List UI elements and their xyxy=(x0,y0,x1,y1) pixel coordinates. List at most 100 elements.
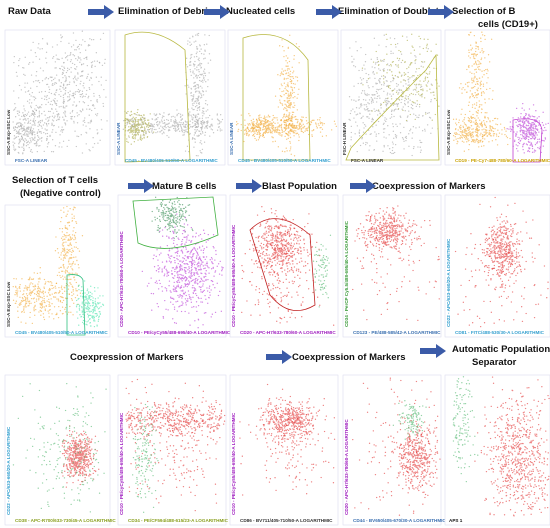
gate xyxy=(345,53,440,161)
event-cloud xyxy=(452,113,511,152)
title-line: (Negative control) xyxy=(20,188,101,199)
step-title: Selection of B cells (CD19+) xyxy=(452,6,538,30)
y-axis-label: CD22 - APC/633-660/20-A LOGARITHMIC xyxy=(446,238,451,327)
title-line: Selection of B xyxy=(452,6,515,17)
x-axis-label: CD45 - BV480/405-510/50-A LOGARITHMIC xyxy=(125,158,218,163)
x-axis-label: APS 1 xyxy=(449,518,463,523)
x-axis-label: CD19 - PE-Cy7-488-780/60-A LOGARITHMIC xyxy=(455,158,550,163)
gate xyxy=(132,196,219,249)
event-cloud xyxy=(75,280,105,328)
plot-frame xyxy=(342,374,442,526)
plot-frame xyxy=(444,374,550,526)
cytometry-plot: SSC-A Exp-SSC Low CD19 - PE-Cy7-488-780/6… xyxy=(444,29,550,166)
x-axis-label: CD45 - BV480/405-510/50-A LOGARITHMIC xyxy=(15,330,108,335)
y-axis-label: CD10 - PE/cyCy55/488-695/40-A LOGARITHMI… xyxy=(231,224,236,327)
event-cloud xyxy=(474,376,550,517)
event-cloud xyxy=(125,378,222,512)
gate xyxy=(66,274,86,336)
arrow xyxy=(204,5,230,19)
arrow xyxy=(350,179,376,193)
step-title: Raw Data xyxy=(8,6,51,17)
event-cloud xyxy=(390,414,441,496)
event-cloud xyxy=(392,400,427,444)
plot-frame xyxy=(342,194,442,338)
arrow xyxy=(128,179,154,193)
event-cloud xyxy=(125,397,226,442)
x-axis-label: CD38 - APC-R700/633-730/45-A LOGARITHMIC xyxy=(15,518,116,523)
y-axis-label: CD34 - PerCP Cy5.5/488-695/40-A LOGARITH… xyxy=(344,220,349,327)
step-title: Elimination of Debris xyxy=(118,6,213,17)
y-axis-label: CD10 - PE/cyCy55/488-695/40-A LOGARITHMI… xyxy=(231,412,236,515)
x-axis-label: CD10 - PE/cyCy55/488-695/40-A LOGARITHMI… xyxy=(128,330,231,335)
y-axis-label: FSC-H LINEAR xyxy=(342,122,347,155)
y-axis-label: SSC-A LINEAR xyxy=(116,122,121,155)
step-title: Selection of T cells (Negative control) xyxy=(12,175,101,199)
event-cloud xyxy=(13,36,108,155)
x-axis-label: CD123 - PE/488-585/42-A LOGARITHMIC xyxy=(353,330,441,335)
arrow xyxy=(236,179,262,193)
cytometry-plot: CD10 - PE/cyCy55/488-695/40-A LOGARITHMI… xyxy=(229,374,339,526)
plot-frame xyxy=(117,374,227,526)
y-axis-label: SSC-A Exp-SSC Low xyxy=(6,109,11,155)
event-cloud xyxy=(61,425,100,488)
event-cloud xyxy=(151,196,194,239)
x-axis-label: CD86 - BV711/405-710/50-A LOGARITHMIC xyxy=(240,518,333,523)
event-cloud xyxy=(354,207,422,253)
y-axis-label: CD22 - APC/633-660/20-A LOGARITHMIC xyxy=(6,426,11,515)
event-cloud xyxy=(348,34,439,157)
gate xyxy=(249,218,316,312)
title-line: Separator xyxy=(472,357,517,368)
y-axis-label: SSC-A LINEAR xyxy=(229,122,234,155)
arrow xyxy=(88,5,114,19)
gate xyxy=(124,31,191,163)
plot-frame xyxy=(444,194,550,338)
y-axis-label: CD20 - APC-H7/633-780/60-A LOGARITHMIC xyxy=(119,231,124,327)
cytometry-plot: SSC-A LINEAR CD45 - BV480/405-510/50-A LO… xyxy=(114,29,226,166)
step-title: Coexpression of Markers xyxy=(372,181,486,192)
event-cloud xyxy=(12,267,79,325)
cytometry-plot: FSC-H LINEAR FSC-A LINEAR xyxy=(340,29,442,166)
event-cloud xyxy=(506,102,549,154)
step-title: Coexpression of Markers xyxy=(70,352,184,363)
y-axis-label: CD20 - APC-H7/633-780/60-A LOGARITHMIC xyxy=(344,419,349,515)
event-cloud xyxy=(239,383,336,496)
event-cloud xyxy=(312,234,332,308)
plot-frame xyxy=(227,29,339,166)
event-cloud xyxy=(141,213,224,329)
plot-frame xyxy=(4,374,111,526)
step-title: Mature B cells xyxy=(152,181,216,192)
x-axis-label: FSC-A LINEAR xyxy=(15,158,48,163)
event-cloud xyxy=(131,403,159,513)
cytometry-plot: CD20 - APC-H7/633-780/60-A LOGARITHMIC CD… xyxy=(342,374,446,526)
cytometry-plot: SSC-A LINEAR CD45 - BV480/405-510/50-A LO… xyxy=(227,29,339,166)
x-axis-label: CD34 - PE/CF594/488-615/23-A LOGARITHMIC xyxy=(128,518,229,523)
plot-frame xyxy=(117,194,227,338)
gate xyxy=(512,118,543,163)
y-axis-label: SSC-A Exp-SSC Low xyxy=(446,109,451,155)
event-cloud xyxy=(458,31,494,148)
event-cloud xyxy=(454,196,549,328)
cytometry-plot: CD10 - PE/cyCy55/488-695/40-A LOGARITHMI… xyxy=(117,374,229,526)
event-cloud xyxy=(352,205,440,322)
event-cloud xyxy=(351,377,439,516)
cytometry-plot: CD34 - PerCP Cy5.5/488-695/40-A LOGARITH… xyxy=(342,194,442,338)
event-cloud xyxy=(12,382,107,513)
y-axis-label: CD10 - PE/cyCy55/488-695/40-A LOGARITHMI… xyxy=(119,412,124,515)
event-cloud xyxy=(235,113,338,143)
title-line: Automatic Population xyxy=(452,344,550,355)
step-title: Nucleated cells xyxy=(226,6,295,17)
event-cloud xyxy=(452,376,479,483)
cytometry-plot: SSC-A Exp-SSC Low FSC-A LINEAR xyxy=(4,29,111,166)
x-axis-label: CD44 - BV650/405-670/30-A LOGARITHMIC xyxy=(353,518,446,523)
cytometry-plot: CD10 - PE/cyCy55/488-695/40-A LOGARITHMI… xyxy=(229,194,339,338)
plot-frame xyxy=(444,29,550,166)
plot-frame xyxy=(114,29,226,166)
arrow xyxy=(420,344,446,358)
title-line: Selection of T cells xyxy=(12,175,98,186)
plot-frame xyxy=(229,374,339,526)
cytometry-plot: SSC-A Exp-SSC Low CD45 - BV480/405-510/50… xyxy=(4,204,111,338)
step-title: Coexpression of Markers xyxy=(292,352,406,363)
arrow xyxy=(266,350,292,364)
x-axis-label: CD45 - BV480/405-510/50-A LOGARITHMIC xyxy=(238,158,331,163)
